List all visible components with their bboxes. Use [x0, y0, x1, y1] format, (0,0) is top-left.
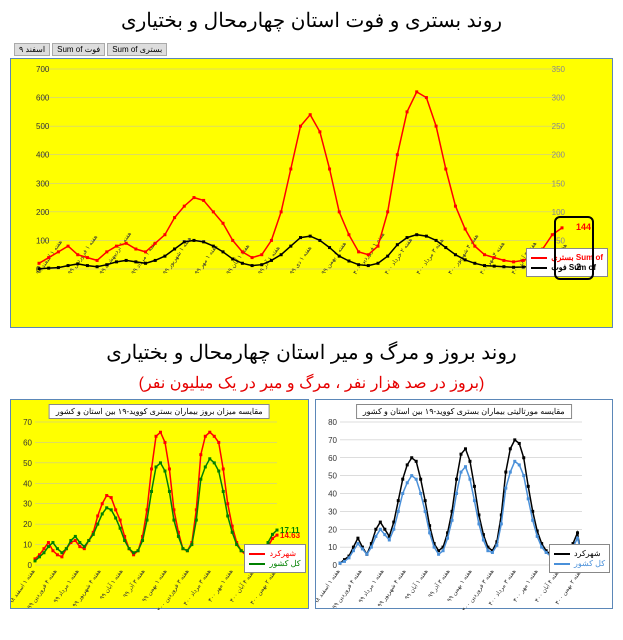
top-chart-svg: 0100200300400500600700050100150200250300… [9, 59, 612, 329]
svg-text:هفته ۱ اردیبهشت ۹۹: هفته ۱ اردیبهشت ۹۹ [98, 231, 133, 277]
svg-text:10: 10 [328, 543, 337, 552]
svg-text:250: 250 [552, 122, 566, 131]
tab[interactable]: Sum of بستری [107, 43, 167, 56]
svg-text:0: 0 [332, 561, 337, 570]
svg-text:هفته ۴ شهریور ۴۰۰: هفته ۴ شهریور ۴۰۰ [448, 233, 480, 276]
svg-text:20: 20 [328, 525, 337, 534]
svg-text:300: 300 [552, 94, 566, 103]
svg-text:300: 300 [36, 179, 50, 188]
svg-text:30: 30 [23, 500, 32, 509]
bl-svg: 010203040506070هفته ۱ اسفند ۹۸هفته ۴ فرو… [11, 400, 307, 610]
svg-text:40: 40 [23, 479, 32, 488]
svg-text:500: 500 [36, 122, 50, 131]
svg-text:200: 200 [552, 151, 566, 160]
svg-text:20: 20 [23, 520, 32, 529]
br-svg: 01020304050607080هفته ۱ اسفند ۹۸هفته ۴ ف… [316, 400, 612, 610]
svg-text:350: 350 [552, 65, 566, 74]
svg-text:60: 60 [328, 454, 337, 463]
svg-text:70: 70 [328, 436, 337, 445]
svg-text:40: 40 [328, 490, 337, 499]
svg-text:80: 80 [328, 418, 337, 427]
tabs: اسفند ۹ Sum of فوت Sum of بستری [10, 41, 613, 58]
svg-text:هفته ۱ شهریور ۹۹: هفته ۱ شهریور ۹۹ [163, 236, 194, 276]
bl-legend: شهرکردکل کشور [244, 544, 305, 573]
svg-text:30: 30 [328, 507, 337, 516]
br-legend: شهرکردکل کشور [549, 544, 610, 573]
svg-text:هفته ۱ آبان ۹۹: هفته ۱ آبان ۹۹ [224, 242, 251, 276]
tab[interactable]: اسفند ۹ [14, 43, 50, 56]
bottom-title: روند بروز و مرگ و میر استان چهارمحال و ب… [0, 328, 623, 373]
tab[interactable]: Sum of فوت [52, 43, 105, 56]
svg-text:150: 150 [552, 179, 566, 188]
svg-text:400: 400 [36, 151, 50, 160]
bottom-subtitle: (بروز در صد هزار نفر ، مرگ و میر در یک م… [0, 373, 623, 399]
top-chart: اسفند ۹ Sum of فوت Sum of بستری 01002003… [10, 41, 613, 328]
bl-inner-title: مقایسه میزان بروز بیماران بستری کووید-۱۹… [49, 404, 270, 419]
br-inner-title: مقایسه مورتالیتی بیماران بستری کووید-۱۹ … [356, 404, 572, 419]
svg-text:100: 100 [36, 236, 50, 245]
svg-text:هفته ۱ دی ۹۹: هفته ۱ دی ۹۹ [289, 245, 313, 276]
svg-text:200: 200 [36, 208, 50, 217]
bottom-right-chart: مقایسه مورتالیتی بیماران بستری کووید-۱۹ … [315, 399, 614, 609]
svg-text:700: 700 [36, 65, 50, 74]
svg-text:هفته ۱ آذر ۹۹: هفته ۱ آذر ۹۹ [256, 244, 282, 276]
svg-text:هفته ۳ مرداد ۴۰۰: هفته ۳ مرداد ۴۰۰ [415, 237, 445, 276]
svg-text:هفته ۳ آذر ۹۹: هفته ۳ آذر ۹۹ [426, 568, 452, 600]
svg-text:10: 10 [23, 541, 32, 550]
end-label-bot: 2 [576, 262, 581, 272]
svg-text:17.11: 17.11 [280, 526, 300, 535]
top-title: روند بستری و فوت استان چهارمحال و بختیار… [0, 0, 623, 41]
svg-text:0: 0 [28, 561, 33, 570]
svg-text:600: 600 [36, 94, 50, 103]
svg-text:هفته ۳ آذر ۹۹: هفته ۳ آذر ۹۹ [121, 568, 147, 600]
bottom-left-chart: مقایسه میزان بروز بیماران بستری کووید-۱۹… [10, 399, 309, 609]
end-label-top: 144 [576, 222, 591, 232]
svg-text:70: 70 [23, 418, 32, 427]
svg-text:50: 50 [328, 472, 337, 481]
svg-text:60: 60 [23, 438, 32, 447]
svg-text:50: 50 [23, 459, 32, 468]
svg-text:هفته ۱ مهر ۹۹: هفته ۱ مهر ۹۹ [194, 244, 219, 276]
